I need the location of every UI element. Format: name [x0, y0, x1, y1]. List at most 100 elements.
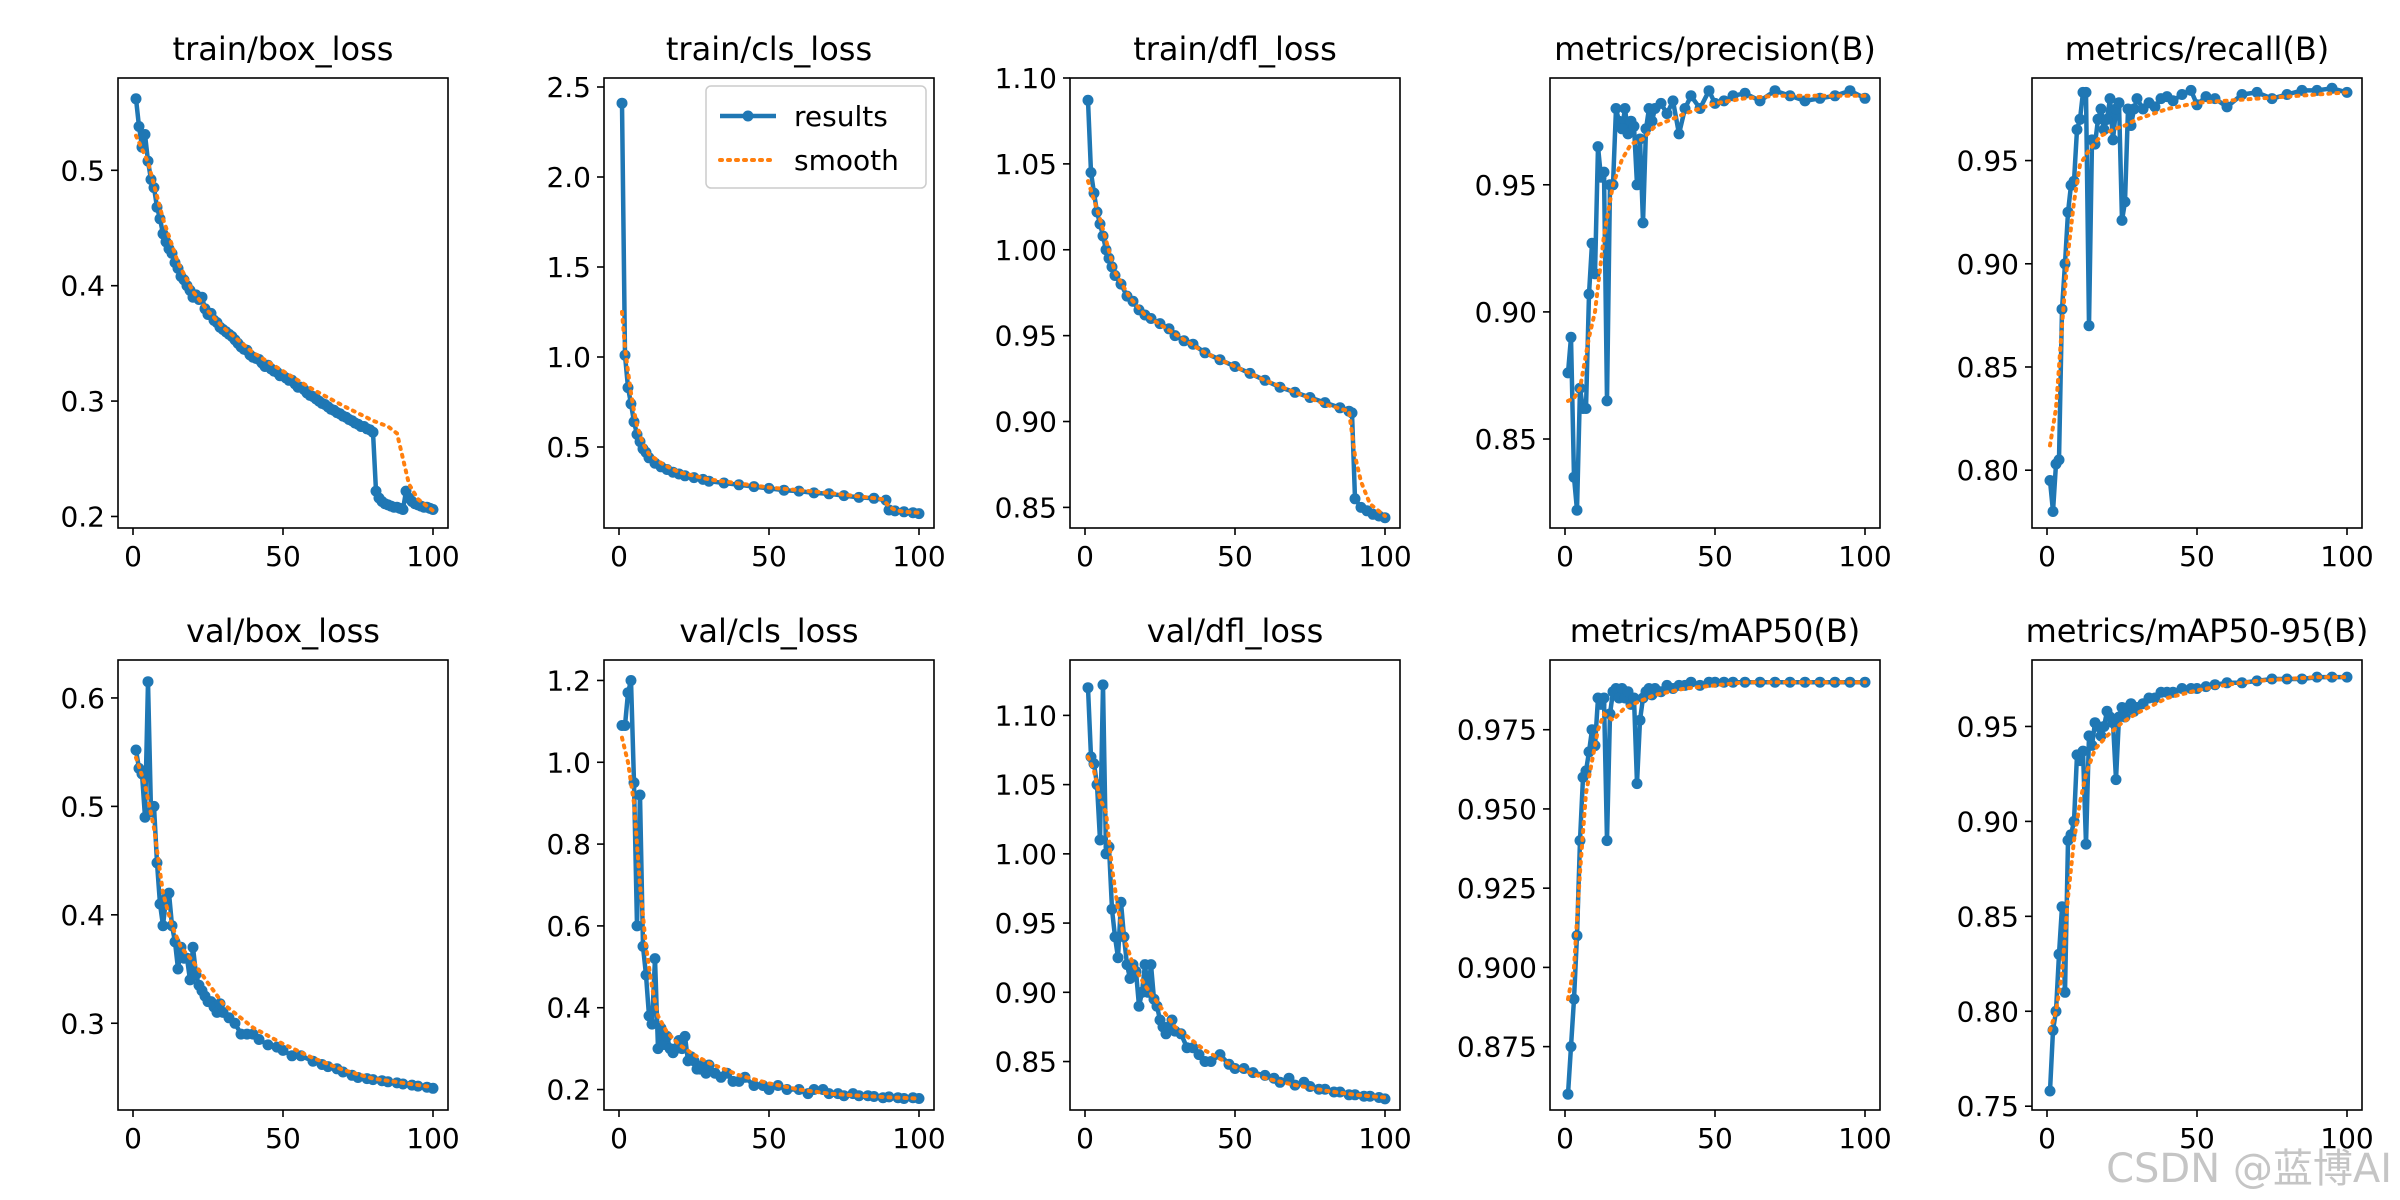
x-tick-label: 100 [406, 1122, 459, 1155]
results-point [1685, 676, 1697, 688]
results-point [148, 800, 160, 812]
x-tick-label: 50 [751, 540, 787, 573]
y-tick-label: 0.95 [1957, 145, 2019, 178]
chart-train-dfl-loss: train/dfl_loss 0 50 100 0.85 0.90 0.95 1.00 1.05… [995, 30, 1412, 573]
x-tick-label: 50 [2179, 540, 2215, 573]
y-tick-label: 0.95 [995, 907, 1057, 940]
results-point [2056, 901, 2068, 913]
results-point [1349, 493, 1361, 505]
results-point [2083, 320, 2095, 332]
results-point [898, 506, 910, 518]
results-point [1085, 167, 1097, 178]
results-point [1844, 85, 1856, 97]
results-point [2083, 730, 2095, 742]
x-tick-label: 100 [892, 540, 945, 573]
chart-train-cls-loss: train/cls_loss 0 50 100 0.5 1.0 1.5 2.0 2.5 resul… [546, 30, 945, 573]
smooth-line [2048, 90, 2349, 448]
x-tick-label: 0 [124, 1122, 142, 1155]
results-point [1784, 676, 1796, 688]
results-point [2074, 113, 2086, 125]
results-point [286, 1050, 298, 1062]
results-point [1082, 94, 1094, 106]
legend-label-results: results [794, 100, 888, 133]
smooth-line [134, 755, 435, 1090]
chart-val-dfl-loss: val/dfl_loss 0 50 100 0.85 0.90 0.95 1.00 1.05 1.… [995, 612, 1412, 1155]
results-point [1646, 115, 1658, 127]
results-point [2104, 93, 2116, 105]
y-tick-label: 0.950 [1457, 793, 1537, 826]
results-point [1568, 471, 1580, 483]
results-point [1214, 1049, 1226, 1061]
results-point [1109, 931, 1121, 943]
y-tick-label: 1.00 [995, 234, 1057, 267]
y-tick-label: 0.5 [60, 154, 105, 187]
x-tick-label: 50 [2179, 1122, 2215, 1155]
y-tick-label: 0.4 [60, 270, 105, 303]
results-point [2101, 113, 2113, 125]
x-tick-label: 0 [610, 540, 628, 573]
results-point [1601, 395, 1613, 407]
results-point [631, 920, 643, 932]
x-tick-label: 100 [1838, 1122, 1891, 1155]
x-tick-label: 100 [892, 1122, 945, 1155]
y-tick-label: 2.5 [546, 71, 591, 104]
y-tick-label: 0.85 [1475, 423, 1537, 456]
results-point [2200, 91, 2212, 103]
results-point [1133, 1000, 1145, 1012]
results-point [1562, 1088, 1574, 1100]
y-tick-label: 1.0 [546, 746, 591, 779]
results-point [427, 1082, 439, 1094]
results-point [748, 1080, 760, 1091]
results-line [133, 679, 434, 1091]
results-point [2080, 86, 2092, 98]
results-point [139, 129, 151, 140]
results-point [2119, 196, 2131, 208]
results-point [187, 941, 199, 953]
results-point [2044, 475, 2056, 486]
results-point [1631, 778, 1643, 790]
results-point [1592, 141, 1604, 153]
smooth-line [134, 133, 435, 513]
smooth-line [620, 735, 921, 1101]
x-tick-label: 100 [406, 540, 459, 573]
chart-title: metrics/mAP50(B) [1570, 612, 1861, 650]
results-point [1673, 128, 1685, 140]
results-point [2074, 755, 2086, 767]
results-point [1586, 237, 1598, 249]
results-point [622, 687, 634, 699]
results-point [157, 920, 169, 932]
results-point [1568, 993, 1580, 1005]
y-tick-label: 2.0 [546, 161, 591, 194]
y-tick-label: 0.4 [60, 899, 105, 932]
y-tick-label: 0.3 [60, 385, 105, 418]
y-tick-label: 0.5 [60, 790, 105, 823]
smooth-line [1566, 93, 1867, 403]
results-point [1655, 97, 1667, 109]
results-line [1085, 100, 1386, 520]
smooth-line [1566, 680, 1867, 1002]
y-tick-label: 0.900 [1457, 951, 1537, 984]
chart-title: val/cls_loss [679, 612, 858, 650]
y-tick-label: 0.8 [546, 828, 591, 861]
x-tick-label: 100 [2320, 1122, 2373, 1155]
y-tick-label: 0.85 [995, 1046, 1057, 1079]
y-tick-label: 1.00 [995, 838, 1057, 871]
results-point [2107, 134, 2119, 146]
results-point [133, 121, 145, 132]
results-point [2236, 89, 2248, 100]
plot-frame [1069, 659, 1401, 1111]
results-point [1799, 676, 1811, 688]
watermark: CSDN @蓝博AI [2106, 1146, 2392, 1192]
results-point [619, 720, 631, 731]
x-tick-label: 50 [265, 1122, 301, 1155]
results-point [1628, 120, 1640, 132]
results-line [2047, 674, 2347, 1092]
plot-frame [2031, 659, 2363, 1111]
y-tick-label: 1.10 [995, 699, 1057, 732]
y-tick-label: 0.6 [546, 910, 591, 943]
chart-metrics-map50-95-b: metrics/mAP50-95(B) 0 50 100 0.75 0.80 0.85 0.9… [1957, 612, 2374, 1155]
y-tick-label: 1.10 [995, 62, 1057, 95]
x-tick-label: 0 [1076, 540, 1094, 573]
y-tick-label: 0.85 [1957, 900, 2019, 933]
results-point [2326, 671, 2338, 683]
